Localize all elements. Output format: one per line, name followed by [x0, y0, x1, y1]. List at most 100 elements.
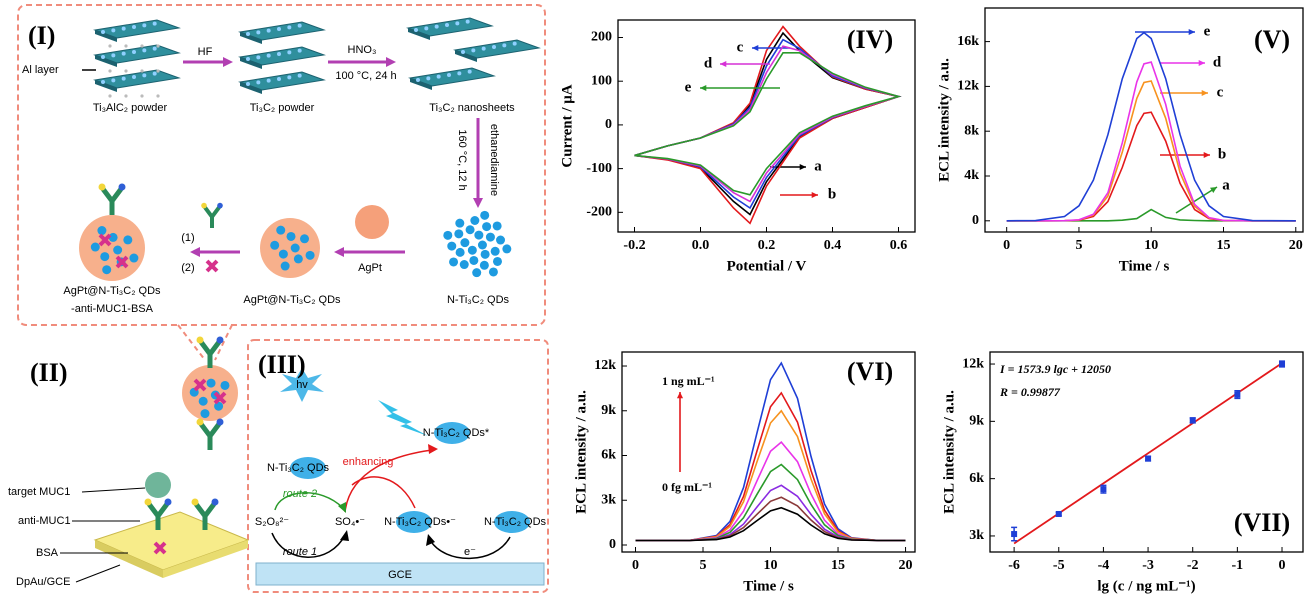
series-label: e: [685, 79, 692, 95]
label: AgPt: [358, 262, 382, 274]
quantum-dot: [129, 253, 139, 263]
quantum-dot: [502, 244, 512, 254]
zoom-line: [177, 324, 233, 361]
x-tick-label: 15: [831, 558, 845, 573]
series-label: d: [704, 55, 713, 71]
bsa-mark: [205, 259, 219, 273]
antibody: [203, 206, 221, 228]
quantum-dot: [293, 254, 303, 264]
route-arrow: [351, 476, 416, 509]
quantum-dot: [482, 222, 492, 232]
label: e⁻: [464, 546, 476, 558]
atom: [246, 82, 250, 86]
x-tick-label: -1: [1232, 558, 1244, 573]
label: target MUC1: [8, 486, 70, 498]
atom: [256, 55, 261, 60]
x-tick-label: 5: [1075, 238, 1082, 253]
pointer-arrow: [1175, 186, 1218, 214]
label: route 2: [283, 488, 317, 500]
al-atom: [156, 69, 160, 73]
series-label: b: [828, 186, 836, 202]
label: N-Ti₃C₂ QDs: [447, 294, 510, 306]
panel-label: (VII): [1234, 508, 1290, 537]
antibody-tip: [211, 498, 219, 506]
mxene-edge: [410, 78, 432, 90]
panel-frame: [247, 339, 549, 593]
quantum-dot: [290, 243, 300, 253]
mxene-edge: [240, 32, 262, 44]
panel-label: (III): [258, 350, 306, 379]
y-tick-label: 9k: [601, 403, 616, 418]
y-axis-label: ECL intensity / a.u.: [936, 58, 952, 182]
quantum-dot: [443, 230, 453, 240]
atom: [152, 46, 157, 51]
panel-label: (II): [30, 358, 68, 387]
antibody-tip: [216, 336, 224, 344]
quantum-dot: [449, 257, 459, 267]
atom: [461, 50, 465, 54]
bsa-mark: [115, 255, 129, 269]
annotation: I = 1573.9 lgc + 12050: [999, 362, 1111, 376]
mxene-edge: [455, 50, 477, 62]
annotation: 1 ng mL⁻¹: [662, 374, 715, 388]
atom: [277, 52, 281, 56]
mxene-edge: [95, 55, 117, 67]
y-tick-label: 12k: [594, 358, 616, 373]
mxene-sheet: [93, 44, 181, 64]
atom: [152, 71, 157, 76]
quantum-dot: [485, 232, 495, 242]
bsa-mark: [153, 541, 167, 555]
y-tick-label: 12k: [962, 356, 984, 371]
antibody-tip: [196, 418, 204, 426]
x-tick-label: 0: [1003, 238, 1010, 253]
atom: [287, 25, 292, 30]
x-tick-label: -0.2: [623, 238, 645, 253]
atom: [287, 75, 292, 80]
label: anti-MUC1: [18, 515, 71, 527]
electrode-side: [163, 540, 248, 578]
quantum-dot: [477, 240, 487, 250]
quantum-dot: [300, 234, 310, 244]
arrowhead: [752, 44, 759, 52]
quantum-dot: [474, 230, 484, 240]
al-atom: [124, 69, 128, 73]
series-line: [1006, 61, 1296, 222]
series-line: [635, 391, 906, 542]
antibody: [199, 422, 221, 450]
label: BSA: [36, 547, 59, 559]
y-tick-label: 0: [605, 117, 612, 132]
mxene-edge: [408, 28, 430, 40]
atom: [121, 76, 126, 81]
quantum-dot: [100, 252, 110, 262]
label: AgPt@N-Ti₃C₂ QDs: [243, 294, 341, 306]
quantum-dot: [459, 260, 469, 270]
quantum-dot: [90, 242, 100, 252]
series-label: e: [1204, 23, 1211, 39]
arrowhead: [799, 163, 806, 171]
gce-bar: [255, 562, 545, 586]
atom: [457, 71, 462, 76]
series-line: [1006, 80, 1296, 222]
label: (2): [181, 262, 194, 274]
atom: [132, 75, 136, 79]
al-atom: [140, 44, 144, 48]
label: N-Ti₃C₂ QDs: [267, 462, 330, 474]
plot-frame: [984, 7, 1304, 233]
x-axis-label: lg (c / ng mL⁻¹): [1097, 578, 1195, 594]
x-tick-label: 15: [1217, 238, 1231, 253]
quantum-dot: [447, 241, 457, 251]
al-atom: [156, 44, 160, 48]
quantum-dot: [454, 229, 464, 239]
quantum-dot: [286, 231, 296, 241]
al-atom: [108, 69, 112, 73]
y-tick-label: 0: [972, 213, 979, 228]
label: Ti₃C₂ powder: [250, 102, 315, 114]
quantum-dot: [480, 210, 490, 220]
quantum-dot: [469, 255, 479, 265]
label: S₂O₈²⁻: [255, 516, 289, 528]
label: N-Ti₃C₂ QDs*: [423, 427, 490, 439]
y-tick-label: 12k: [957, 79, 979, 94]
arrowhead: [1210, 187, 1217, 193]
atom: [121, 51, 126, 56]
